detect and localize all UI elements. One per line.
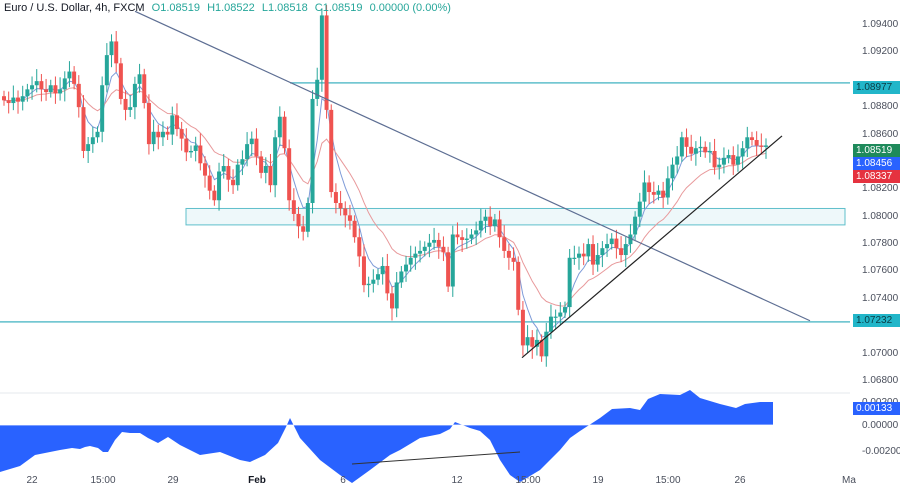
ma-fast-tag: 1.08456 bbox=[853, 157, 900, 170]
time-tick: 12 bbox=[451, 475, 463, 486]
resistance-level-tag: 1.08977 bbox=[853, 81, 900, 94]
oscillator-tick: 0.00000 bbox=[862, 420, 899, 431]
oscillator-value-tag: 0.00133 bbox=[853, 402, 900, 415]
oscillator-tick: -0.00200 bbox=[862, 446, 900, 457]
price-tick: 1.07600 bbox=[862, 265, 899, 277]
descending-trendline[interactable] bbox=[134, 10, 811, 322]
price-tick: 1.08800 bbox=[862, 101, 899, 113]
price-tick: 1.07400 bbox=[862, 292, 899, 304]
open-value: O1.08519 bbox=[151, 2, 200, 14]
divergence-line[interactable] bbox=[351, 451, 521, 465]
candlesticks bbox=[2, 5, 768, 367]
time-tick: 26 bbox=[734, 475, 746, 486]
symbol-title[interactable]: Euro / U.S. Dollar, 4h, FXCM bbox=[4, 2, 145, 14]
time-tick: 22 bbox=[26, 475, 38, 486]
moving-averages bbox=[3, 71, 767, 338]
ma-slow-tag: 1.08337 bbox=[853, 170, 900, 183]
price-tick: 1.08200 bbox=[862, 183, 899, 195]
trendlines[interactable] bbox=[134, 10, 811, 359]
last-price-tag: 1.08519 bbox=[853, 144, 900, 157]
horizontal-levels bbox=[0, 82, 850, 323]
oscillator-pane bbox=[0, 390, 773, 483]
time-tick: Ma bbox=[842, 475, 856, 486]
chart-legend: Euro / U.S. Dollar, 4h, FXCM O1.08519 H1… bbox=[4, 2, 451, 14]
time-tick: 19 bbox=[592, 475, 604, 486]
time-tick: 15:00 bbox=[515, 475, 541, 486]
close-value: C1.08519 bbox=[314, 2, 363, 14]
fast-ma-line bbox=[3, 71, 767, 338]
slow-ma-line bbox=[3, 87, 767, 307]
price-tick: 1.07000 bbox=[862, 347, 899, 359]
time-tick: 6 bbox=[340, 475, 346, 486]
time-tick: 15:00 bbox=[90, 475, 116, 486]
time-tick: 15:00 bbox=[655, 475, 681, 486]
price-tick: 1.09200 bbox=[862, 46, 899, 58]
time-tick: 29 bbox=[167, 475, 179, 486]
price-tick: 1.09400 bbox=[862, 19, 899, 30]
oscillator-area bbox=[0, 390, 773, 483]
support-level-tag: 1.07232 bbox=[853, 314, 900, 327]
change-value: 0.00000 (0.00%) bbox=[369, 2, 451, 14]
time-tick: Feb bbox=[248, 475, 266, 486]
ascending-trendline[interactable] bbox=[521, 135, 783, 359]
support-resistance-zone bbox=[185, 207, 846, 226]
price-tick: 1.08000 bbox=[862, 210, 899, 222]
price-tick: 1.06800 bbox=[862, 374, 899, 386]
price-tick: 1.07800 bbox=[862, 238, 899, 250]
low-value: L1.08518 bbox=[261, 2, 308, 14]
high-value: H1.08522 bbox=[207, 2, 255, 14]
demand-zone[interactable] bbox=[185, 207, 846, 226]
price-tick: 1.08600 bbox=[862, 128, 899, 140]
